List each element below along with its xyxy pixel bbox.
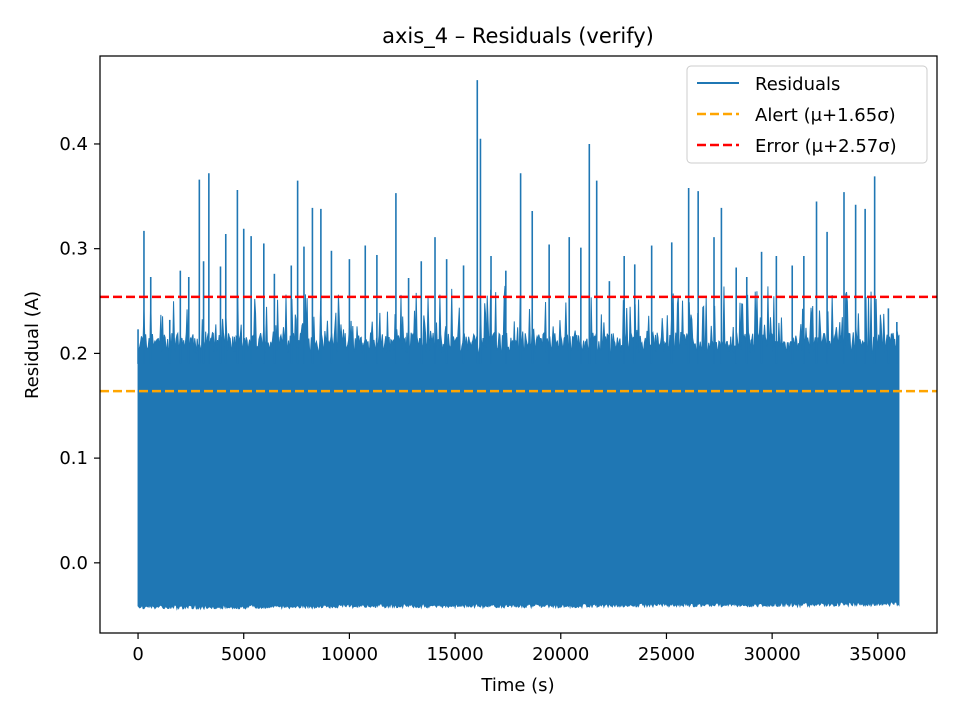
x-axis: 0 5000 10000 15000 20000 25000 30000 35000 bbox=[132, 633, 906, 665]
y-tick-label: 0.4 bbox=[59, 134, 88, 155]
y-tick-label: 0.1 bbox=[59, 448, 88, 469]
x-axis-label: Time (s) bbox=[480, 675, 554, 696]
legend-box bbox=[686, 65, 928, 164]
y-tick-label: 0.2 bbox=[59, 343, 88, 364]
legend: Residuals Alert (μ+1.65σ) Error (μ+2.57σ… bbox=[686, 65, 928, 164]
x-tick-label: 35000 bbox=[849, 644, 906, 665]
y-tick-label: 0.0 bbox=[59, 553, 88, 574]
chart-title: axis_4 – Residuals (verify) bbox=[382, 24, 654, 49]
legend-label-error: Error (μ+2.57σ) bbox=[755, 136, 897, 157]
x-tick-label: 15000 bbox=[426, 644, 483, 665]
x-tick-label: 0 bbox=[132, 644, 143, 665]
plot-frame bbox=[99, 55, 938, 634]
legend-label-alert: Alert (μ+1.65σ) bbox=[755, 105, 896, 126]
x-tick-label: 5000 bbox=[221, 644, 267, 665]
x-tick-label: 20000 bbox=[532, 644, 589, 665]
y-axis: 0.0 0.1 0.2 0.3 0.4 bbox=[59, 134, 100, 574]
x-tick-label: 30000 bbox=[744, 644, 801, 665]
y-axis-label: Residual (A) bbox=[22, 291, 43, 399]
residuals-series bbox=[137, 80, 900, 611]
x-tick-label: 10000 bbox=[321, 644, 378, 665]
residuals-band bbox=[137, 285, 900, 611]
threshold-lines bbox=[100, 295, 937, 393]
x-tick-label: 25000 bbox=[638, 644, 695, 665]
legend-label-residuals: Residuals bbox=[755, 74, 840, 95]
y-tick-label: 0.3 bbox=[59, 239, 88, 260]
